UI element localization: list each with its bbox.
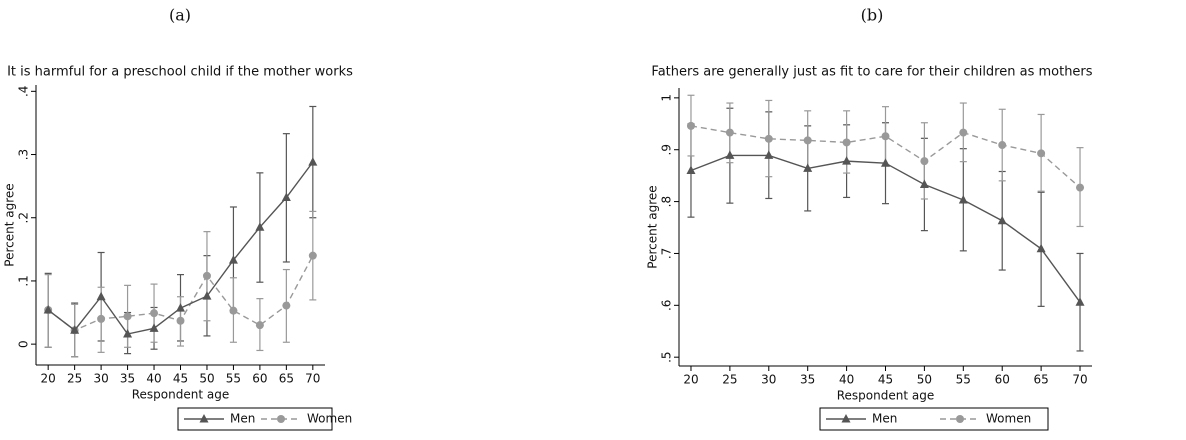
x-tick-label: 65: [279, 372, 294, 386]
x-tick-label: 30: [93, 372, 108, 386]
chart-title: Fathers are generally just as fit to car…: [651, 65, 1092, 80]
y-tick-label: .1: [17, 275, 31, 286]
marker: [149, 323, 159, 332]
marker: [959, 128, 968, 137]
x-tick-label: 55: [226, 372, 241, 386]
legend-box: [177, 407, 333, 431]
legend-box: [819, 407, 1049, 431]
marker: [123, 329, 133, 338]
marker: [96, 291, 106, 301]
marker: [997, 215, 1007, 225]
series-line: [690, 125, 1081, 189]
y-tick-label: .7: [660, 248, 674, 259]
marker: [308, 157, 318, 166]
x-tick-label: 45: [878, 373, 893, 387]
marker: [686, 165, 696, 174]
marker: [842, 156, 852, 165]
marker: [1037, 149, 1046, 158]
marker: [920, 157, 929, 166]
x-tick-label: 60: [995, 373, 1010, 387]
x-tick-label: 20: [683, 373, 698, 387]
marker: [199, 414, 209, 423]
y-tick-label: .4: [17, 86, 31, 97]
x-tick-label: 45: [173, 372, 188, 386]
y-tick-label: .2: [17, 212, 31, 223]
marker: [123, 312, 132, 321]
marker: [764, 150, 774, 159]
marker: [881, 158, 890, 167]
marker: [803, 136, 812, 145]
marker: [958, 195, 968, 204]
x-tick-label: 40: [839, 373, 854, 387]
x-tick-label: 30: [761, 373, 776, 387]
y-tick-label: 1: [660, 94, 674, 102]
marker: [176, 316, 185, 325]
marker: [919, 179, 929, 188]
marker: [43, 305, 53, 314]
marker: [97, 314, 106, 323]
marker: [281, 192, 291, 202]
marker: [202, 291, 212, 300]
marker: [1036, 243, 1046, 253]
x-tick-label: 70: [1072, 373, 1087, 387]
marker: [1075, 297, 1085, 306]
marker: [150, 309, 159, 318]
marker: [176, 303, 185, 312]
marker: [282, 301, 291, 310]
marker: [725, 150, 735, 159]
x-tick-label: 50: [199, 372, 214, 386]
marker: [725, 128, 734, 137]
x-tick-label: 55: [956, 373, 971, 387]
marker: [308, 251, 317, 260]
x-tick-label: 25: [722, 373, 737, 387]
marker: [202, 271, 211, 280]
x-tick-label: 70: [305, 372, 320, 386]
marker: [998, 141, 1007, 150]
y-axis-label: Percent agree: [3, 183, 17, 266]
legend-label: Men: [872, 412, 897, 426]
marker: [803, 163, 813, 172]
y-tick-label: .3: [17, 149, 31, 160]
y-tick-label: .5: [660, 351, 674, 362]
legend-label: Men: [230, 412, 255, 426]
marker: [277, 415, 285, 423]
x-tick-label: 60: [252, 372, 267, 386]
marker: [229, 306, 238, 315]
marker: [841, 414, 851, 423]
x-tick-label: 35: [120, 372, 135, 386]
marker: [956, 415, 964, 423]
marker: [764, 134, 773, 143]
marker: [881, 132, 890, 141]
y-tick-label: .9: [660, 144, 674, 155]
chart-title: It is harmful for a preschool child if t…: [7, 65, 353, 80]
x-tick-label: 25: [67, 372, 82, 386]
marker: [70, 325, 80, 334]
x-axis-label: Respondent age: [837, 389, 934, 403]
y-tick-label: 0: [17, 340, 31, 348]
y-axis-label: Percent agree: [646, 185, 660, 268]
marker: [1076, 183, 1085, 192]
y-tick-label: .8: [660, 196, 674, 207]
legend-label: Women: [307, 412, 352, 426]
x-tick-label: 50: [917, 373, 932, 387]
legend-label: Women: [986, 412, 1031, 426]
marker: [255, 321, 264, 330]
marker: [686, 121, 695, 130]
x-tick-label: 35: [800, 373, 815, 387]
x-tick-label: 65: [1033, 373, 1048, 387]
x-tick-label: 40: [146, 372, 161, 386]
panel-label: (b): [861, 6, 884, 25]
y-tick-label: .6: [660, 300, 674, 311]
marker: [842, 138, 851, 147]
panel-label: (a): [169, 6, 191, 25]
marker: [255, 222, 265, 231]
x-tick-label: 20: [41, 372, 56, 386]
marker: [228, 255, 238, 264]
x-axis-label: Respondent age: [132, 388, 229, 402]
